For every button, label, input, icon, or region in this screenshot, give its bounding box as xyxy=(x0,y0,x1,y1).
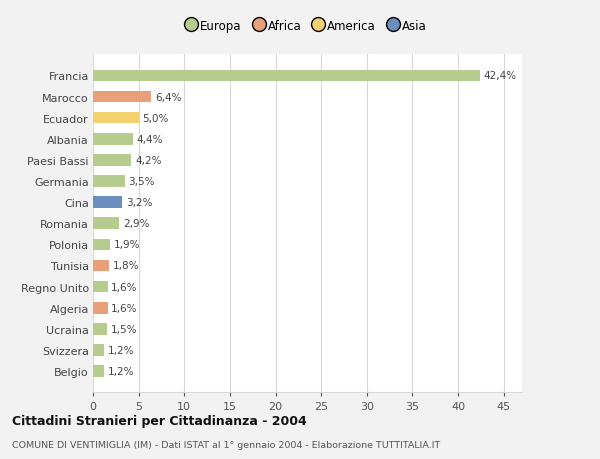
Text: 1,9%: 1,9% xyxy=(114,240,140,250)
Text: 5,0%: 5,0% xyxy=(142,113,169,123)
Text: 42,4%: 42,4% xyxy=(484,71,517,81)
Bar xyxy=(93,176,125,187)
Text: 6,4%: 6,4% xyxy=(155,92,182,102)
Bar xyxy=(93,344,104,356)
Text: 3,5%: 3,5% xyxy=(128,177,155,187)
Text: Cittadini Stranieri per Cittadinanza - 2004: Cittadini Stranieri per Cittadinanza - 2… xyxy=(12,414,307,428)
Text: COMUNE DI VENTIMIGLIA (IM) - Dati ISTAT al 1° gennaio 2004 - Elaborazione TUTTIT: COMUNE DI VENTIMIGLIA (IM) - Dati ISTAT … xyxy=(12,441,440,449)
Bar xyxy=(93,260,109,272)
Bar xyxy=(93,91,151,103)
Text: 4,4%: 4,4% xyxy=(137,134,163,145)
Legend: Europa, Africa, America, Asia: Europa, Africa, America, Asia xyxy=(186,17,429,35)
Bar xyxy=(93,112,139,124)
Text: 1,2%: 1,2% xyxy=(107,345,134,355)
Bar xyxy=(93,239,110,251)
Bar xyxy=(93,197,122,208)
Bar xyxy=(93,323,107,335)
Bar xyxy=(93,302,107,314)
Text: 1,6%: 1,6% xyxy=(111,303,138,313)
Bar xyxy=(93,365,104,377)
Bar xyxy=(93,134,133,145)
Bar xyxy=(93,281,107,293)
Text: 2,9%: 2,9% xyxy=(123,219,149,229)
Text: 1,5%: 1,5% xyxy=(110,324,137,334)
Text: 3,2%: 3,2% xyxy=(126,198,152,207)
Bar xyxy=(93,218,119,230)
Text: 4,2%: 4,2% xyxy=(135,156,161,166)
Text: 1,8%: 1,8% xyxy=(113,261,140,271)
Text: 1,2%: 1,2% xyxy=(107,366,134,376)
Bar xyxy=(93,155,131,166)
Text: 1,6%: 1,6% xyxy=(111,282,138,292)
Bar xyxy=(93,70,480,82)
